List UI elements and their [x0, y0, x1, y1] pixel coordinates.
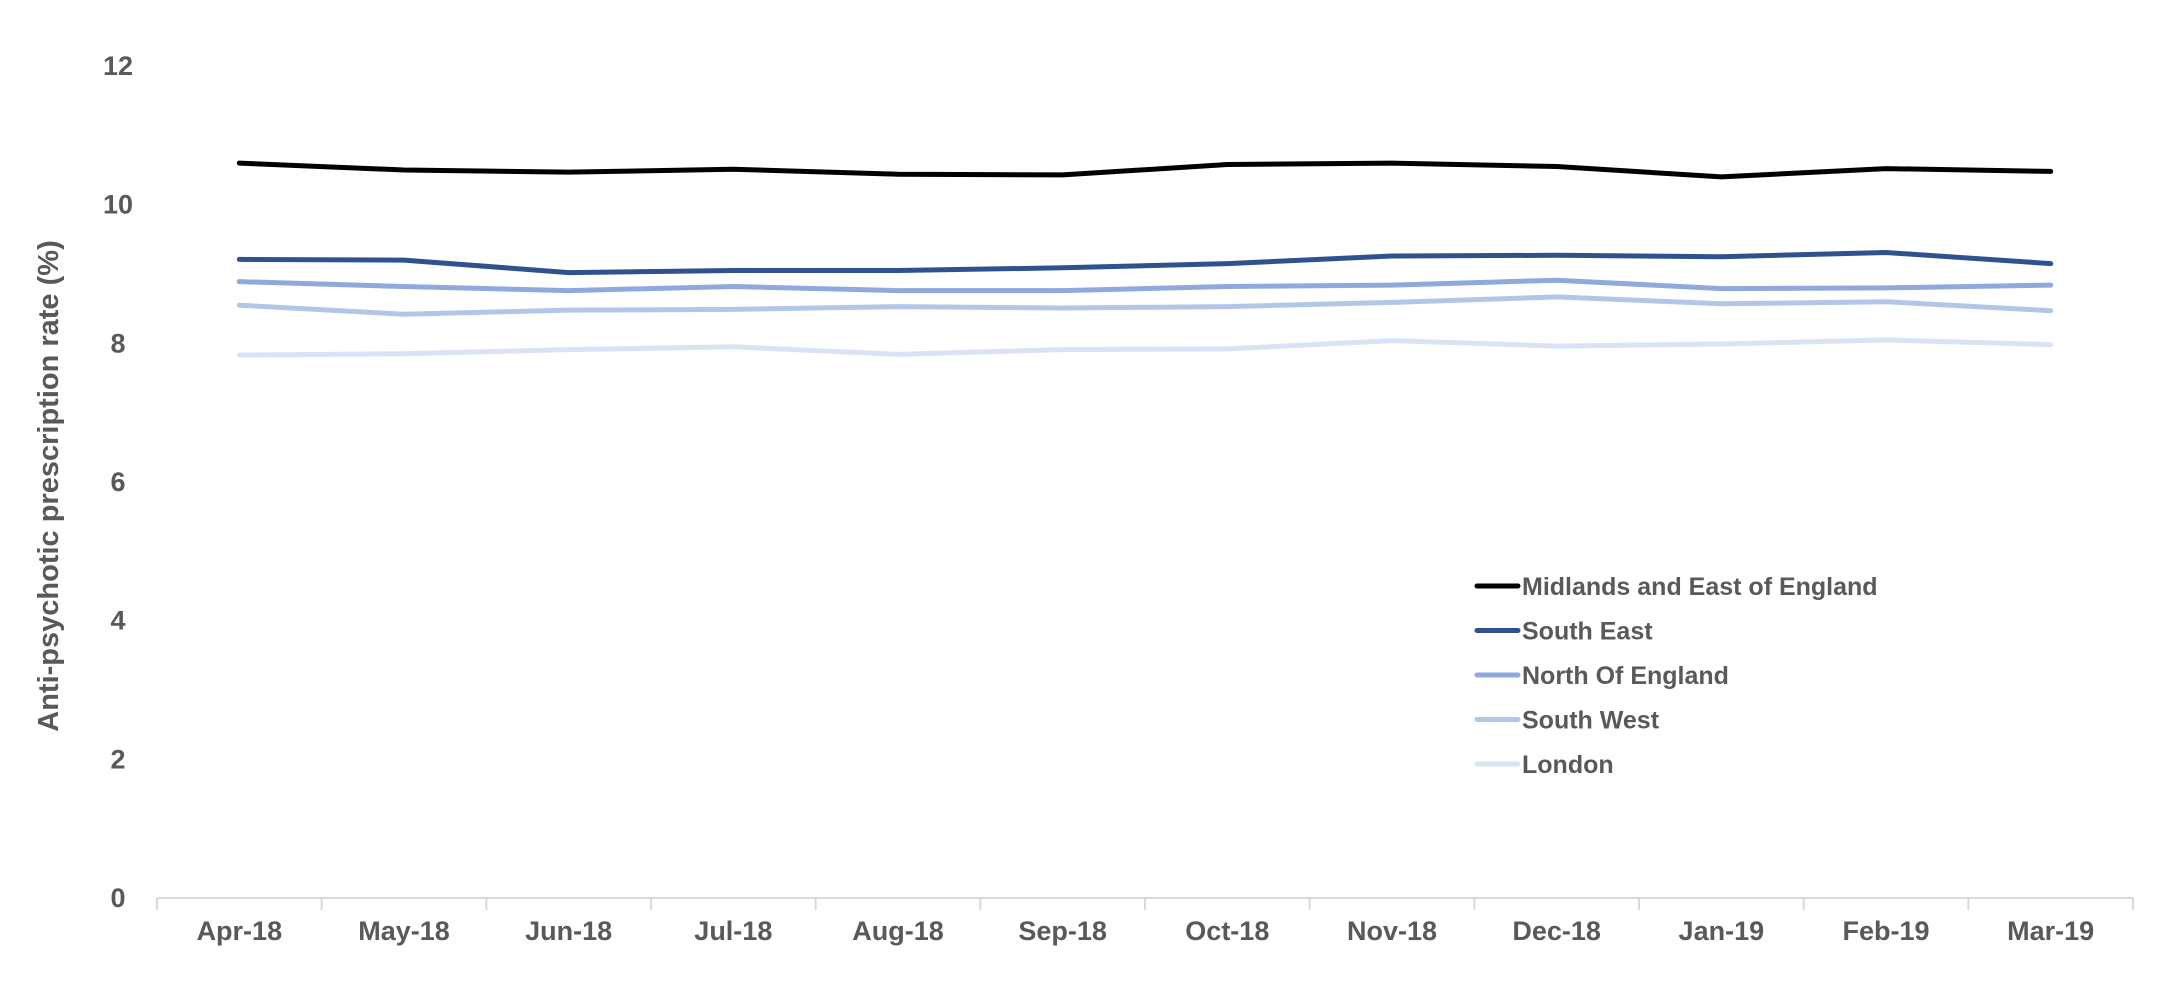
legend-item: London: [1474, 751, 1614, 779]
x-axis-ticks: Apr-18 May-18 Jun-18 Jul-18 Aug-18 Sep-18 Oct-…: [197, 916, 2095, 946]
legend-label: South East: [1522, 618, 1653, 646]
x-tick-label: Sep-18: [1018, 916, 1107, 946]
legend-label: South West: [1522, 707, 1660, 735]
series-line: [236, 160, 2054, 180]
x-axis: [156, 897, 2134, 910]
y-axis-title-group: Anti-psychotic prescription rate (%): [33, 240, 65, 731]
x-tick-label: Jun-18: [525, 916, 612, 946]
x-tick-label: Jan-19: [1679, 916, 1765, 946]
series-lines: [236, 160, 2054, 358]
legend: Midlands and East of England South East No…: [1474, 573, 1878, 779]
series-line: [236, 277, 2054, 294]
y-tick-label: 12: [103, 51, 133, 81]
legend-label: North Of England: [1522, 662, 1729, 690]
y-axis-ticks: 0 2 4 6 8 10 12: [103, 51, 133, 913]
x-tick-label: Dec-18: [1512, 916, 1601, 946]
y-axis-title: Anti-psychotic prescription rate (%): [33, 240, 65, 731]
legend-item: South West: [1474, 707, 1660, 735]
x-tick-label: Jul-18: [694, 916, 772, 946]
y-tick-label: 0: [110, 883, 125, 913]
y-tick-label: 6: [110, 467, 125, 497]
y-tick-label: 4: [110, 606, 125, 636]
legend-label: London: [1522, 751, 1614, 779]
x-tick-label: Apr-18: [197, 916, 283, 946]
x-tick-label: Oct-18: [1185, 916, 1269, 946]
x-tick-label: Nov-18: [1347, 916, 1437, 946]
legend-item: North Of England: [1474, 662, 1729, 690]
x-tick-label: Feb-19: [1842, 916, 1929, 946]
series-line: [236, 337, 2054, 358]
legend-item: Midlands and East of England: [1474, 573, 1878, 601]
x-tick-label: Aug-18: [852, 916, 944, 946]
series-line: [236, 250, 2054, 276]
x-tick-label: Mar-19: [2007, 916, 2094, 946]
legend-label: Midlands and East of England: [1522, 573, 1878, 601]
y-tick-label: 10: [103, 190, 133, 220]
y-tick-label: 2: [110, 744, 125, 774]
series-line: [236, 294, 2054, 317]
legend-item: South East: [1474, 618, 1653, 646]
x-tick-label: May-18: [358, 916, 450, 946]
y-tick-label: 8: [110, 328, 125, 358]
